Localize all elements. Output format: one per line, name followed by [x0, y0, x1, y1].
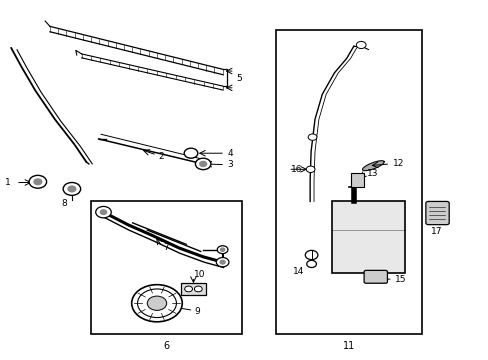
Text: 17: 17 [430, 227, 442, 236]
Bar [331, 202, 404, 273]
Text: 13: 13 [366, 170, 378, 179]
Circle shape [356, 41, 366, 49]
Circle shape [220, 260, 224, 264]
Text: 3: 3 [227, 160, 233, 169]
Circle shape [220, 248, 224, 251]
FancyBboxPatch shape [425, 202, 448, 225]
Circle shape [305, 166, 314, 172]
Bar [181, 283, 205, 296]
Circle shape [195, 158, 210, 170]
Circle shape [100, 210, 106, 215]
Text: 14: 14 [293, 267, 304, 276]
Circle shape [216, 257, 228, 267]
Text: 4: 4 [227, 149, 233, 158]
Circle shape [131, 285, 182, 322]
FancyBboxPatch shape [364, 270, 386, 283]
Text: 5: 5 [236, 73, 242, 82]
Text: 10: 10 [194, 270, 205, 279]
Text: 2: 2 [158, 152, 163, 161]
Circle shape [307, 134, 316, 140]
Circle shape [29, 175, 46, 188]
Circle shape [96, 206, 111, 218]
Text: 11: 11 [342, 341, 354, 351]
Circle shape [200, 161, 206, 166]
Text: 12: 12 [392, 159, 404, 168]
Circle shape [63, 183, 81, 195]
Bar [91, 202, 242, 334]
Circle shape [305, 250, 317, 260]
Bar [351, 173, 363, 187]
Circle shape [194, 286, 202, 292]
Text: 7: 7 [163, 243, 168, 252]
Circle shape [184, 148, 198, 158]
Polygon shape [362, 161, 384, 171]
Circle shape [184, 286, 192, 292]
Circle shape [217, 246, 227, 253]
Circle shape [68, 186, 76, 192]
Text: 16: 16 [290, 165, 302, 174]
Circle shape [137, 289, 176, 318]
Bar [276, 30, 421, 334]
Circle shape [147, 296, 166, 310]
Text: 6: 6 [163, 341, 169, 351]
Text: 15: 15 [394, 275, 406, 284]
Circle shape [34, 179, 41, 185]
Text: 1: 1 [5, 178, 11, 187]
Text: 9: 9 [194, 307, 200, 316]
Text: 8: 8 [61, 199, 67, 208]
Circle shape [306, 260, 316, 267]
